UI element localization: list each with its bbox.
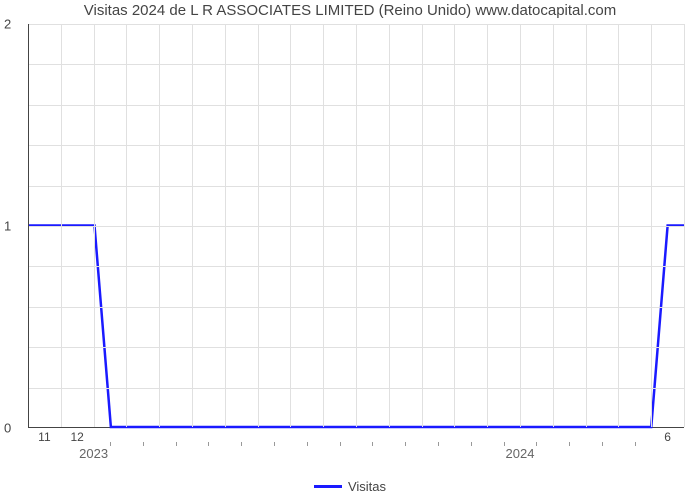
x-minor-tick [241,442,242,446]
gridline-h [29,145,684,146]
y-tick-label: 2 [4,17,11,32]
gridline-h [29,186,684,187]
x-minor-tick [405,442,406,446]
gridline-h [29,266,684,267]
legend-swatch [314,485,342,488]
x-minor-tick [372,442,373,446]
gridline-h [29,347,684,348]
legend-label: Visitas [348,479,386,494]
x-minor-tick [536,442,537,446]
x-minor-tick [504,442,505,446]
gridline-h [29,388,684,389]
plot-area [28,24,684,428]
gridline-h [29,105,684,106]
chart-title: Visitas 2024 de L R ASSOCIATES LIMITED (… [0,2,700,19]
x-minor-tick [110,442,111,446]
x-minor-tick [208,442,209,446]
y-tick-label: 0 [4,421,11,436]
gridline-h [29,24,684,25]
x-minor-tick [143,442,144,446]
x-minor-tick [602,442,603,446]
gridline-h [29,226,684,227]
x-minor-tick [471,442,472,446]
x-minor-tick [438,442,439,446]
x-tick-label: 6 [664,430,671,444]
x-tick-label: 12 [71,430,84,444]
gridline-v [684,24,685,427]
x-year-label: 2024 [506,446,535,461]
x-minor-tick [635,442,636,446]
x-minor-tick [569,442,570,446]
x-tick-label: 11 [38,430,50,444]
legend: Visitas [0,478,700,494]
x-minor-tick [307,442,308,446]
y-tick-label: 1 [4,219,11,234]
x-minor-tick [176,442,177,446]
x-minor-tick [274,442,275,446]
x-minor-tick [340,442,341,446]
visits-chart: Visitas 2024 de L R ASSOCIATES LIMITED (… [0,0,700,500]
x-year-label: 2023 [79,446,108,461]
gridline-h [29,64,684,65]
gridline-h [29,307,684,308]
